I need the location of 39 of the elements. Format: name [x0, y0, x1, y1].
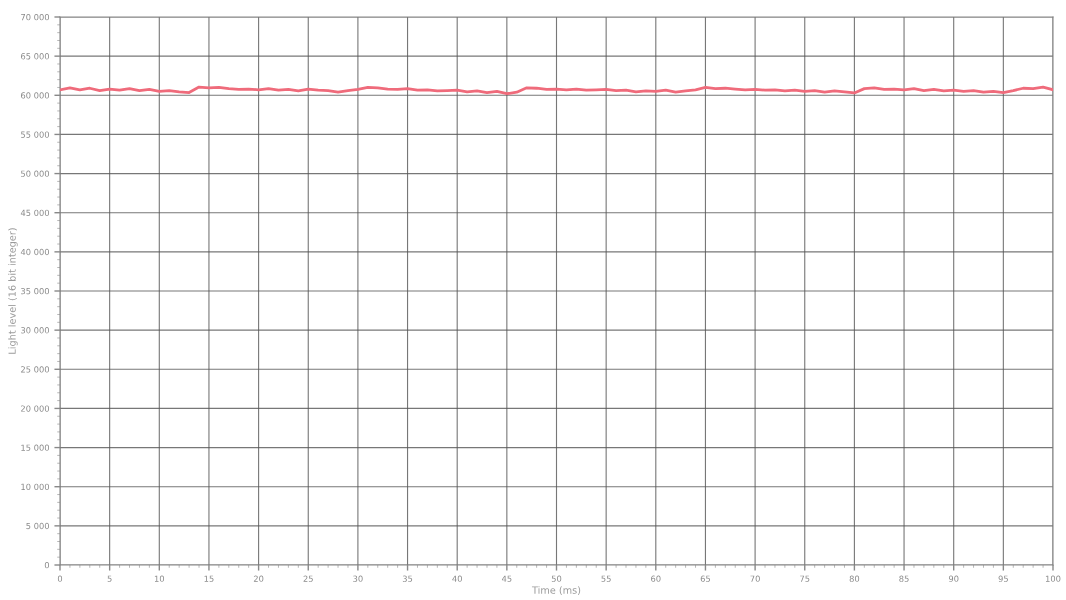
y-tick-label: 45 000	[20, 209, 50, 216]
x-tick-label: 50	[551, 575, 562, 582]
x-tick-label: 85	[899, 575, 909, 582]
y-tick-label: 65 000	[21, 53, 50, 60]
y-tick-label: 0	[44, 561, 50, 569]
x-tick-label: 70	[750, 575, 760, 582]
x-tick-label: 100	[1045, 575, 1061, 582]
x-tick-label: 95	[998, 575, 1008, 582]
y-axis-title: Light level (16 bit integer)	[8, 228, 18, 354]
y-tick-label: 5 000	[26, 522, 50, 530]
y-tick-label: 10 000	[21, 483, 50, 490]
y-tick-label: 35 000	[21, 287, 50, 295]
x-tick-label: 45	[501, 575, 512, 582]
x-tick-label: 55	[601, 575, 611, 582]
x-tick-label: 10	[154, 575, 165, 582]
x-tick-label: 65	[700, 575, 711, 582]
y-tick-label: 25 000	[21, 366, 50, 373]
x-tick-label: 25	[303, 575, 313, 582]
x-tick-label: 40	[452, 575, 462, 582]
x-tick-label: 60	[651, 575, 661, 582]
y-tick-label: 55 000	[21, 131, 50, 138]
x-axis-title: Time (ms)	[531, 586, 581, 595]
y-tick-label: 60 000	[21, 92, 50, 99]
x-tick-label: 35	[402, 575, 413, 582]
y-tick-label: 20 000	[21, 405, 50, 412]
y-tick-label: 70 000	[21, 13, 50, 21]
x-tick-label: 5	[107, 575, 112, 582]
x-tick-label: 0	[57, 575, 63, 582]
x-tick-label: 20	[253, 575, 264, 582]
y-tick-label: 15 000	[21, 444, 50, 451]
x-tick-label: 30	[353, 575, 363, 582]
y-tick-label: 30 000	[21, 327, 50, 334]
x-tick-label: 15	[204, 575, 214, 582]
x-tick-label: 90	[948, 575, 959, 582]
line-series	[60, 85, 1053, 96]
x-tick-label: 75	[800, 575, 810, 582]
x-tick-label: 80	[849, 575, 860, 582]
y-tick-label: 40 000	[20, 248, 50, 256]
y-tick-label: 50 000	[21, 170, 50, 177]
